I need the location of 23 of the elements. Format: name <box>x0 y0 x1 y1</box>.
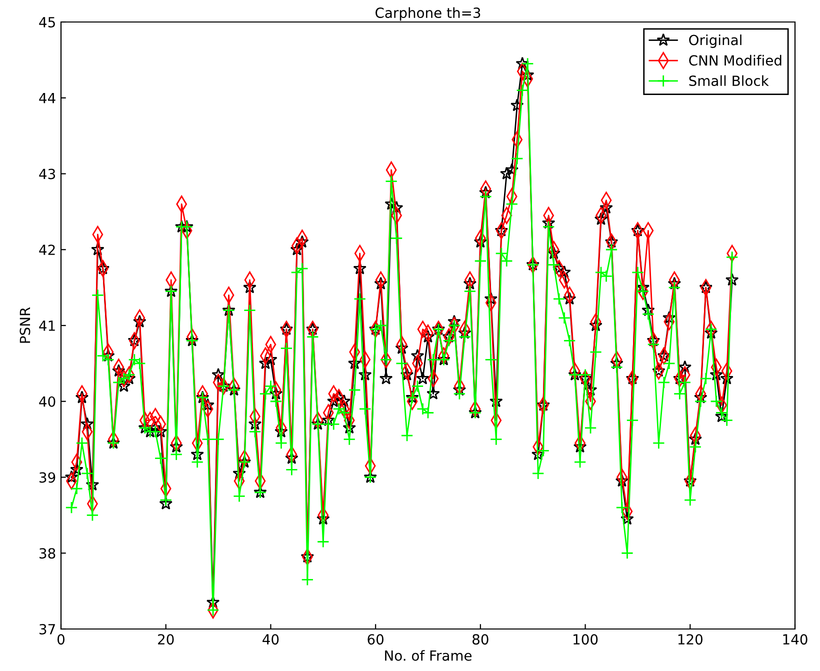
y-tick-label: 45 <box>39 17 55 28</box>
y-tick-label: 37 <box>40 624 55 634</box>
y-tick-label: 41 <box>39 320 55 331</box>
legend-label: CNN Modified <box>689 54 782 66</box>
x-tick-label: 120 <box>678 634 702 645</box>
y-tick-label: 43 <box>39 168 56 180</box>
x-tick-label: 80 <box>472 634 488 645</box>
y-tick-label: 38 <box>40 548 56 559</box>
x-axis-title: No. of Frame <box>385 650 472 661</box>
x-tick-label: 100 <box>574 634 598 645</box>
legend-label: Original <box>689 34 742 48</box>
chart-title: Carphone th=3 <box>376 7 480 21</box>
y-axis-title: PSNR <box>20 307 30 343</box>
y-tick-label: 40 <box>39 396 56 407</box>
x-tick-label: 20 <box>158 634 174 645</box>
x-tick-label: 60 <box>368 634 384 645</box>
x-tick-label: 40 <box>262 634 279 645</box>
x-tick-label: 140 <box>783 634 808 645</box>
y-tick-label: 44 <box>39 93 56 104</box>
y-tick-label: 39 <box>40 472 56 483</box>
x-tick-label: 0 <box>57 634 64 645</box>
legend-label: Small Block <box>689 75 769 86</box>
y-tick-label: 42 <box>39 244 55 255</box>
